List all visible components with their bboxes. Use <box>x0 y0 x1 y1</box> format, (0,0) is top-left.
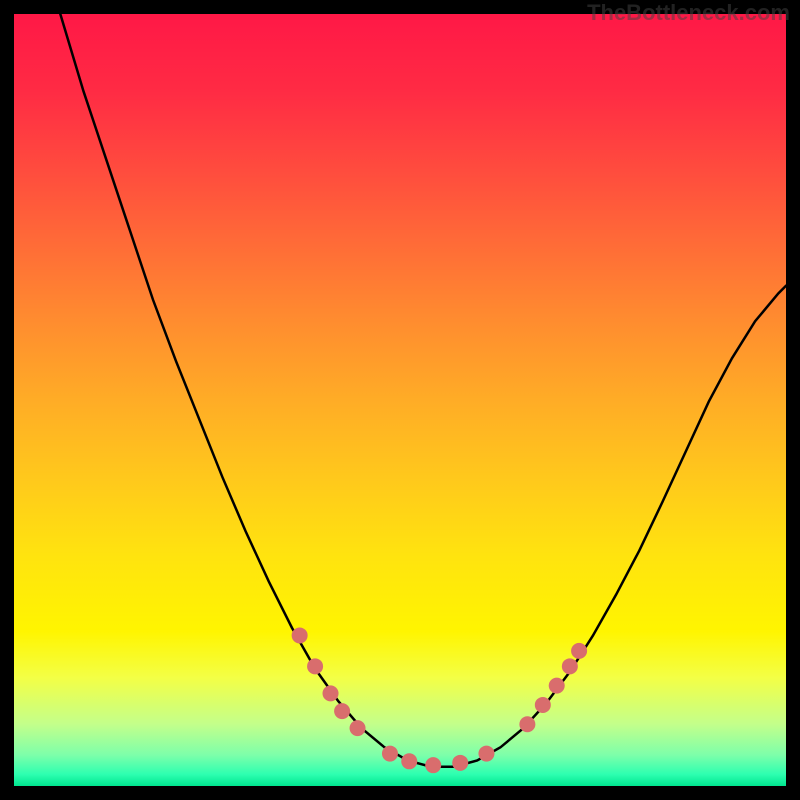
bead <box>292 627 308 643</box>
bead <box>549 678 565 694</box>
watermark-text: TheBottleneck.com <box>587 0 790 26</box>
bead <box>425 757 441 773</box>
bead <box>307 658 323 674</box>
bead <box>562 658 578 674</box>
bead <box>519 716 535 732</box>
bead <box>334 703 350 719</box>
bead <box>452 755 468 771</box>
bead <box>401 753 417 769</box>
bead <box>478 746 494 762</box>
bead <box>323 685 339 701</box>
bead <box>350 720 366 736</box>
bead <box>571 643 587 659</box>
bead <box>382 746 398 762</box>
bead <box>535 697 551 713</box>
bottleneck-chart <box>0 0 800 800</box>
gradient-background <box>14 14 786 786</box>
